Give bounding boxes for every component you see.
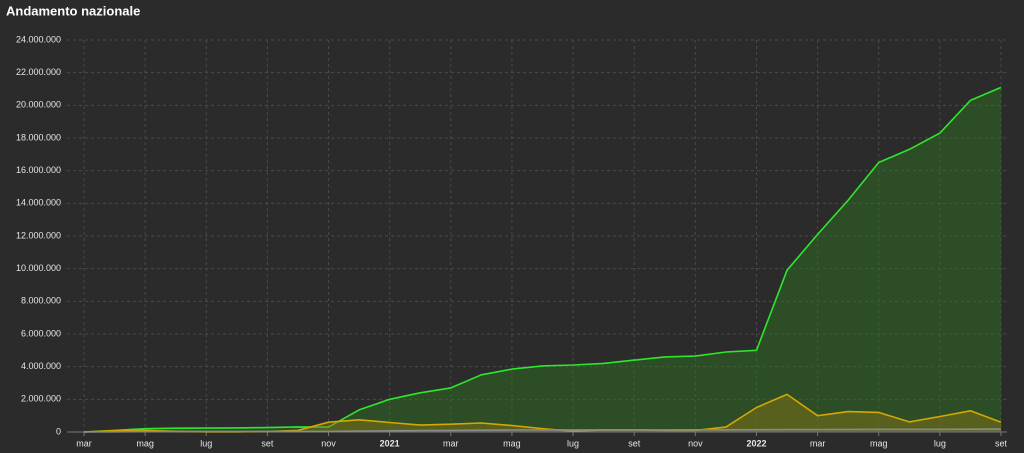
- x-tick-label: set: [261, 438, 274, 448]
- chart-title: Andamento nazionale: [6, 3, 140, 18]
- x-tick-label: lug: [934, 438, 946, 448]
- x-tick-label: set: [995, 438, 1008, 448]
- line: [83, 86, 1002, 433]
- y-tick-label: 6.000.000: [21, 328, 61, 338]
- x-tick-label: 2022: [746, 438, 766, 448]
- y-tick-label: 2.000.000: [21, 394, 61, 404]
- x-tick-label: mar: [76, 438, 92, 448]
- y-tick-label: 22.000.000: [16, 67, 61, 77]
- y-tick-label: 8.000.000: [21, 296, 61, 306]
- y-tick-label: 12.000.000: [16, 230, 61, 240]
- y-tick-label: 14.000.000: [16, 198, 61, 208]
- area: [84, 87, 1001, 433]
- x-tick-label: mag: [136, 438, 154, 448]
- y-tick-label: 0: [56, 426, 61, 436]
- x-tick-label: 2021: [380, 438, 400, 448]
- line: [83, 428, 1002, 433]
- y-tick-label: 16.000.000: [16, 165, 61, 175]
- x-tick-label: nov: [688, 438, 703, 448]
- y-tick-label: 10.000.000: [16, 263, 61, 273]
- x-tick-label: lug: [567, 438, 579, 448]
- y-tick-label: 18.000.000: [16, 132, 61, 142]
- x-tick-label: lug: [200, 438, 212, 448]
- x-tick-label: mag: [503, 438, 521, 448]
- area: [84, 394, 1001, 432]
- y-tick-label: 20.000.000: [16, 100, 61, 110]
- x-tick-label: mar: [810, 438, 826, 448]
- x-tick-label: mar: [443, 438, 459, 448]
- x-tick-label: mag: [870, 438, 888, 448]
- y-tick-label: 4.000.000: [21, 361, 61, 371]
- x-tick-label: set: [628, 438, 641, 448]
- x-tick-label: nov: [321, 438, 336, 448]
- y-tick-label: 24.000.000: [16, 34, 61, 44]
